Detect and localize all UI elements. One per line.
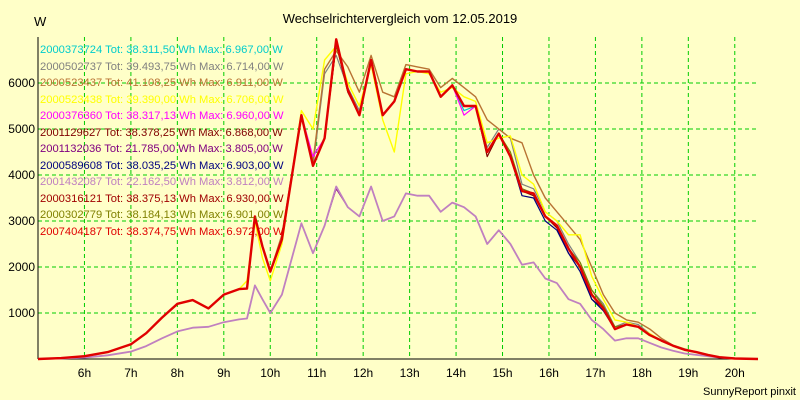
footer-credit: SunnyReport pinxit [703, 386, 796, 398]
legend-item: 2001432087 Tot: 22.162,50 Wh Max: 3.812,… [40, 176, 284, 188]
x-tick-label: 13h [400, 366, 420, 380]
x-tick-label: 12h [353, 366, 373, 380]
legend-item: 2001132036 Tot: 21.785,00 Wh Max: 3.805,… [40, 143, 283, 155]
x-tick-label: 17h [585, 366, 605, 380]
x-tick-label: 11h [307, 366, 326, 380]
x-tick-label: 8h [171, 366, 184, 380]
y-tick-label: 6000 [8, 76, 35, 90]
series-line-2001432087 [37, 185, 759, 360]
legend-item: 2007404187 Tot: 38.374,75 Wh Max: 6.972,… [40, 225, 284, 238]
x-tick-label: 7h [124, 366, 137, 380]
legend-item: 2000523438 Tot: 39.390,00 Wh Max: 6.706,… [40, 93, 284, 106]
legend-item: 2001129627 Tot: 38.378,25 Wh Max: 6.868,… [40, 126, 283, 139]
x-tick-label: 9h [217, 366, 230, 380]
x-tick-label: 6h [78, 366, 91, 380]
legend-item: 2000523437 Tot: 41.108,25 Wh Max: 6.911,… [40, 77, 283, 89]
x-tick-label: 15h [493, 366, 513, 380]
y-tick-label: 1000 [8, 306, 35, 320]
x-tick-label: 10h [260, 366, 280, 380]
chart-title: Wechselrichtervergleich vom 12.05.2019 [282, 11, 518, 26]
legend-item: 2000502737 Tot: 39.493,75 Wh Max: 6.714,… [40, 60, 284, 73]
x-tick-label: 20h [725, 366, 745, 380]
x-tick-label: 16h [539, 366, 559, 380]
y-tick-label: 5000 [8, 122, 35, 136]
x-tick-label: 19h [678, 366, 698, 380]
legend-item: 2000589608 Tot: 38.035,25 Wh Max: 6.903,… [40, 159, 284, 172]
y-tick-label: 3000 [8, 214, 35, 228]
series-line-2007404187 [37, 38, 759, 361]
y-tick-label: 2000 [8, 260, 35, 274]
legend: 2000373724 Tot: 38.311,50 Wh Max: 6.967,… [40, 42, 284, 240]
x-tick-label: 14h [446, 366, 466, 380]
legend-item: 2000376360 Tot: 38.317,13 Wh Max: 6.960,… [40, 110, 284, 122]
x-tick-label: 18h [632, 366, 652, 380]
y-tick-label: 4000 [8, 168, 35, 182]
y-axis-label: W [34, 14, 47, 29]
legend-item: 2000373724 Tot: 38.311,50 Wh Max: 6.967,… [40, 44, 283, 56]
legend-item: 2000316121 Tot: 38.375,13 Wh Max: 6.930,… [40, 192, 284, 205]
legend-item: 2000302779 Tot: 38.184,13 Wh Max: 6.901,… [40, 209, 284, 221]
